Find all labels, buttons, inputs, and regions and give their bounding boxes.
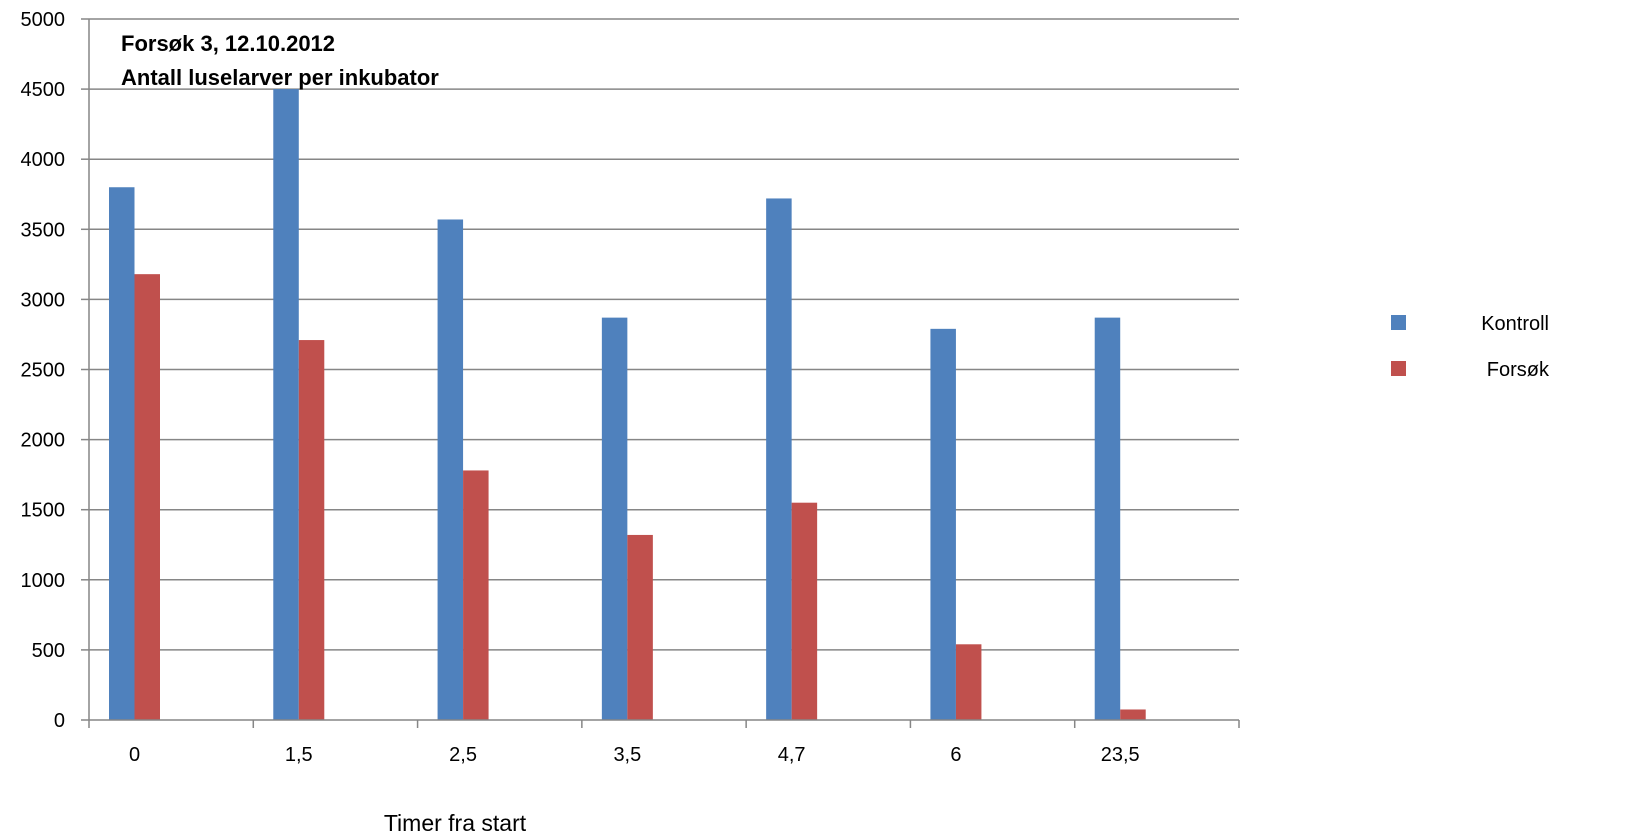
gridlines [81,18,1239,721]
bar-kontroll-2 [437,219,464,720]
bar-forsok-0 [134,274,160,720]
x-tick-label: 0 [129,744,140,766]
bar-forsok-4 [791,502,818,720]
bar-forsok-1 [298,340,325,720]
bar-kontroll-4 [766,198,792,720]
axes [88,19,1240,728]
bar-kontroll-0 [109,187,135,721]
y-tick-label: 1500 [21,500,66,522]
y-tick-label: 5000 [21,9,66,31]
y-tick-label: 2000 [21,430,66,452]
legend-swatch-forsok [1391,361,1406,376]
y-tick-label: 0 [54,710,65,732]
y-tick-label: 4000 [21,149,66,171]
x-tick-labels: 0 1,5 2,5 3,5 4,7 6 23,5 [129,744,1140,766]
legend-label-kontroll: Kontroll [1481,313,1549,335]
y-tick-label: 2500 [21,360,66,382]
legend-swatch-kontroll [1391,315,1406,330]
legend: Kontroll Forsøk [1391,313,1550,381]
bar-kontroll-6 [1094,317,1121,720]
legend-label-forsok: Forsøk [1487,359,1550,381]
x-axis-title: Timer fra start [384,810,527,836]
bar-forsok-3 [627,534,653,720]
bar-forsok-2 [463,470,489,720]
y-tick-label: 3500 [21,219,66,241]
bars [109,89,1146,721]
x-tick-label: 3,5 [613,744,641,766]
chart-title-line-2: Antall luselarver per inkubator [121,65,439,90]
x-tick-label: 6 [950,744,961,766]
chart-title-line-1: Forsøk 3, 12.10.2012 [121,31,335,56]
bar-forsok-6 [1120,709,1146,720]
x-tick-label: 23,5 [1101,744,1140,766]
y-tick-label: 1000 [21,570,66,592]
x-tick-label: 4,7 [778,744,806,766]
bar-kontroll-3 [601,317,628,720]
y-tick-label: 500 [32,640,65,662]
x-tick-label: 1,5 [285,744,313,766]
bar-kontroll-1 [273,89,299,721]
bar-kontroll-5 [930,328,956,720]
bar-forsok-5 [955,644,982,720]
y-tick-label: 4500 [21,79,66,101]
y-tick-label: 3000 [21,289,66,311]
y-tick-labels: 0 500 1000 1500 2000 2500 3000 3500 4000 4500 5000 [21,9,66,732]
x-tick-label: 2,5 [449,744,477,766]
